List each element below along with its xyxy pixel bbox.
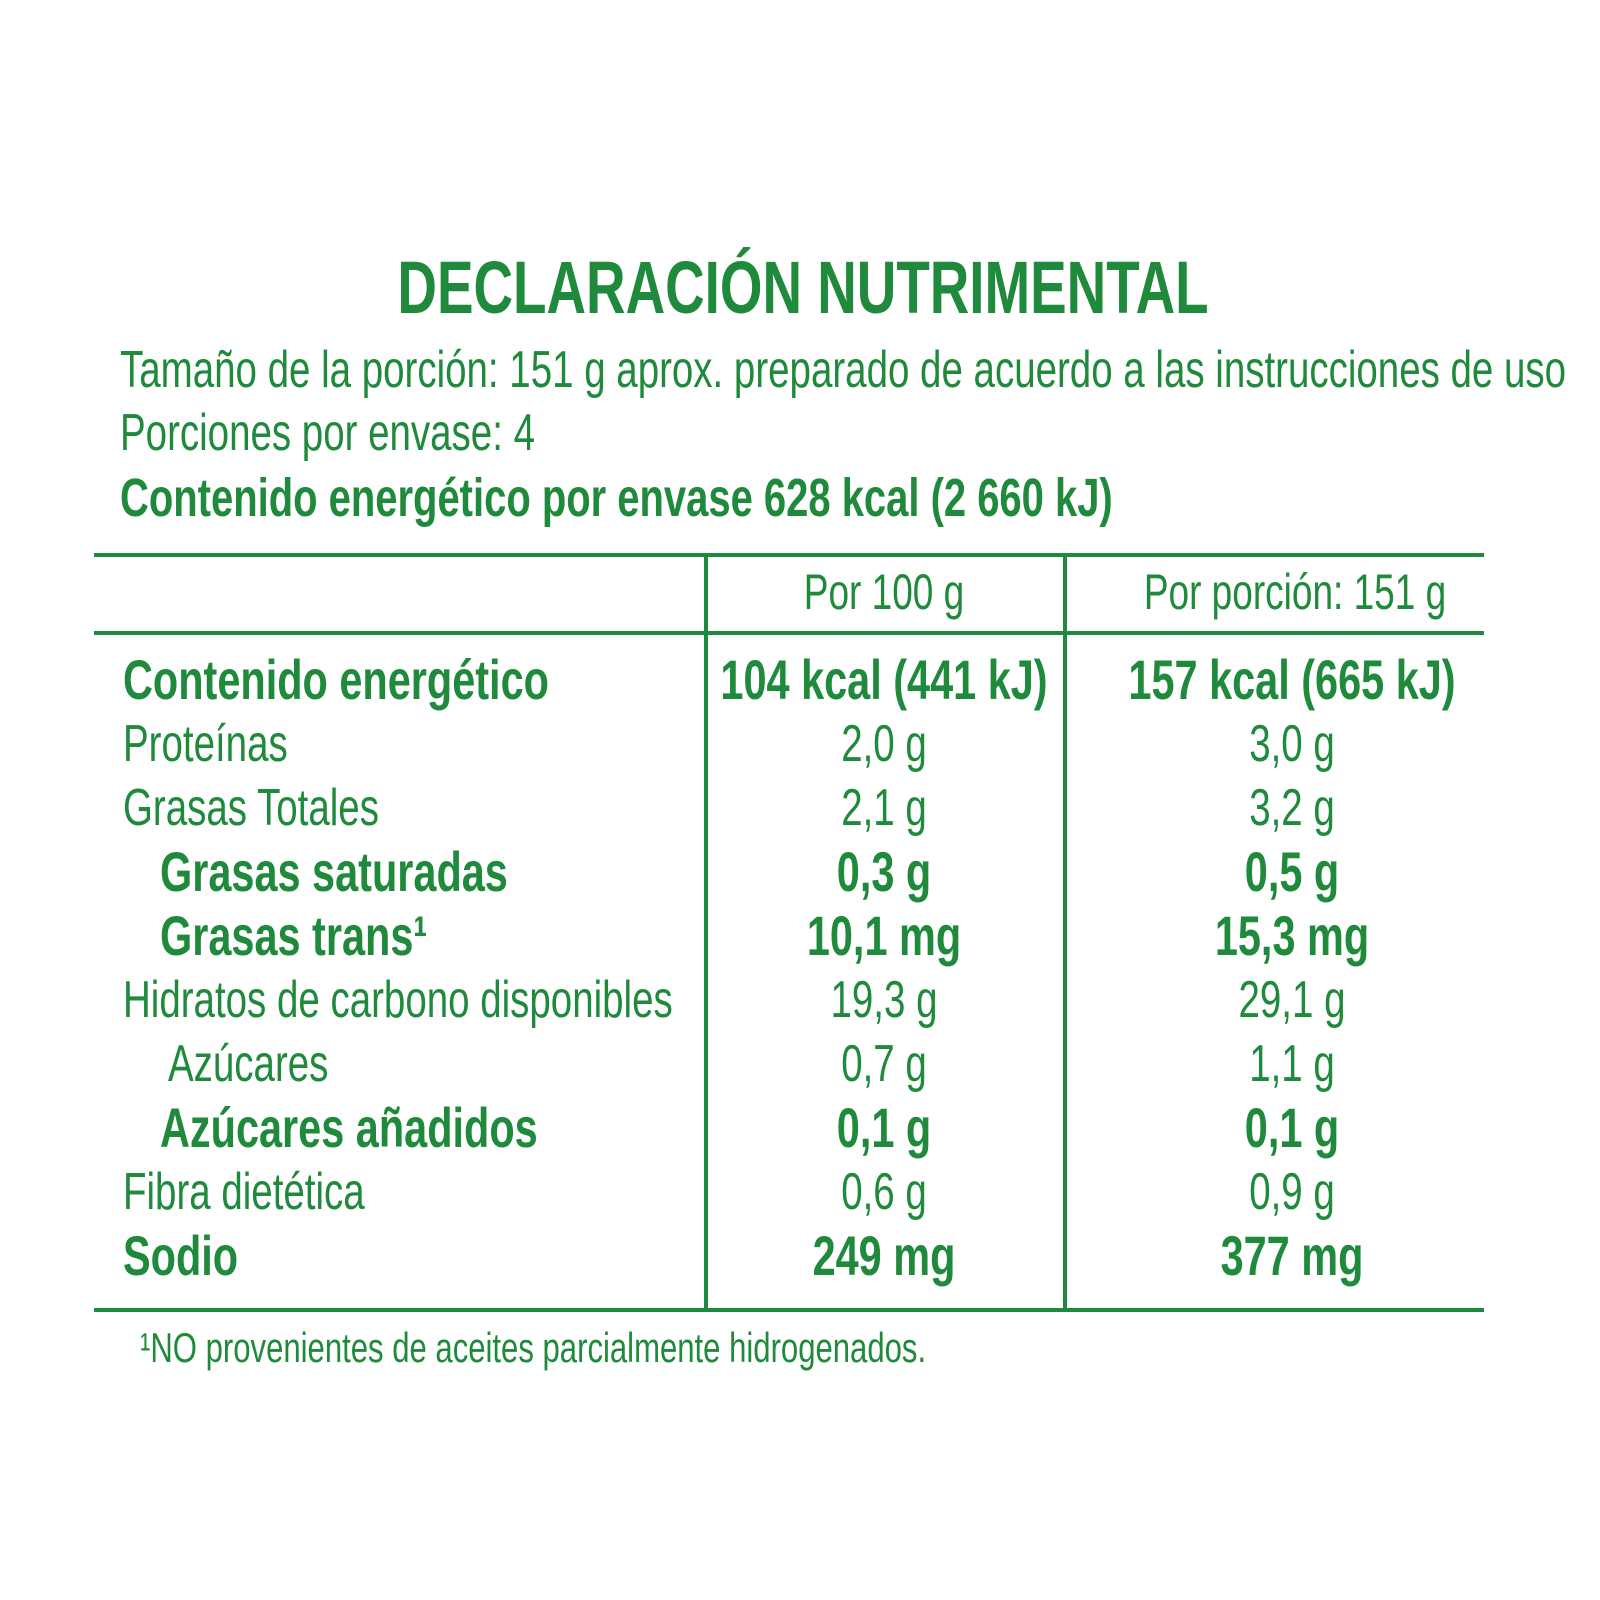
row-label: Fibra dietética [123,1163,365,1221]
row-label: Azúcares [168,1035,329,1093]
per-serving: 29,1 g [1238,971,1346,1029]
row-label: Hidratos de carbono disponibles [123,971,673,1029]
row-label: Sodio [123,1224,239,1287]
per-serving: 0,1 g [1244,1096,1340,1159]
per-serving: 15,3 mg [1214,904,1370,967]
per-100g: 0,3 g [836,840,932,903]
row-label: Proteínas [123,715,288,773]
row-label: Grasas Totales [123,779,379,837]
per-100g: 0,1 g [836,1096,932,1159]
rule [94,553,1484,557]
per-serving: 0,5 g [1244,840,1340,903]
title: DECLARACIÓN NUTRIMENTAL [397,246,1209,329]
column-rule [1063,553,1067,1310]
column-rule [704,553,708,1310]
per-100g: 2,0 g [841,715,927,773]
per-serving: 3,0 g [1249,715,1335,773]
row-label: Grasas saturadas [160,840,508,903]
rule [94,631,1484,635]
row-label: Contenido energético [123,648,549,711]
column-header: Por porción: 151 g [1143,564,1447,620]
per-100g: 2,1 g [841,779,927,837]
per-100g: 19,3 g [830,971,938,1029]
servings: Porciones por envase: 4 [120,404,535,462]
per-serving: 1,1 g [1249,1035,1335,1093]
per-100g: 0,7 g [841,1035,927,1093]
row-label: Grasas trans¹ [160,904,428,967]
per-100g: 104 kcal (441 kJ) [720,648,1048,711]
energy-per-package: Contenido energético por envase 628 kcal… [120,468,1113,528]
per-serving: 3,2 g [1249,779,1335,837]
footnote: ¹NO provenientes de aceites parcialmente… [140,1324,927,1371]
serving-size: Tamaño de la porción: 151 g aprox. prepa… [120,341,1567,399]
per-serving: 157 kcal (665 kJ) [1128,648,1456,711]
per-100g: 10,1 mg [806,904,962,967]
per-serving: 377 mg [1220,1224,1364,1287]
per-100g: 249 mg [812,1224,956,1287]
per-serving: 0,9 g [1249,1163,1335,1221]
column-header: Por 100 g [803,564,965,620]
rule [94,1308,1484,1312]
per-100g: 0,6 g [841,1163,927,1221]
row-label: Azúcares añadidos [160,1096,538,1159]
